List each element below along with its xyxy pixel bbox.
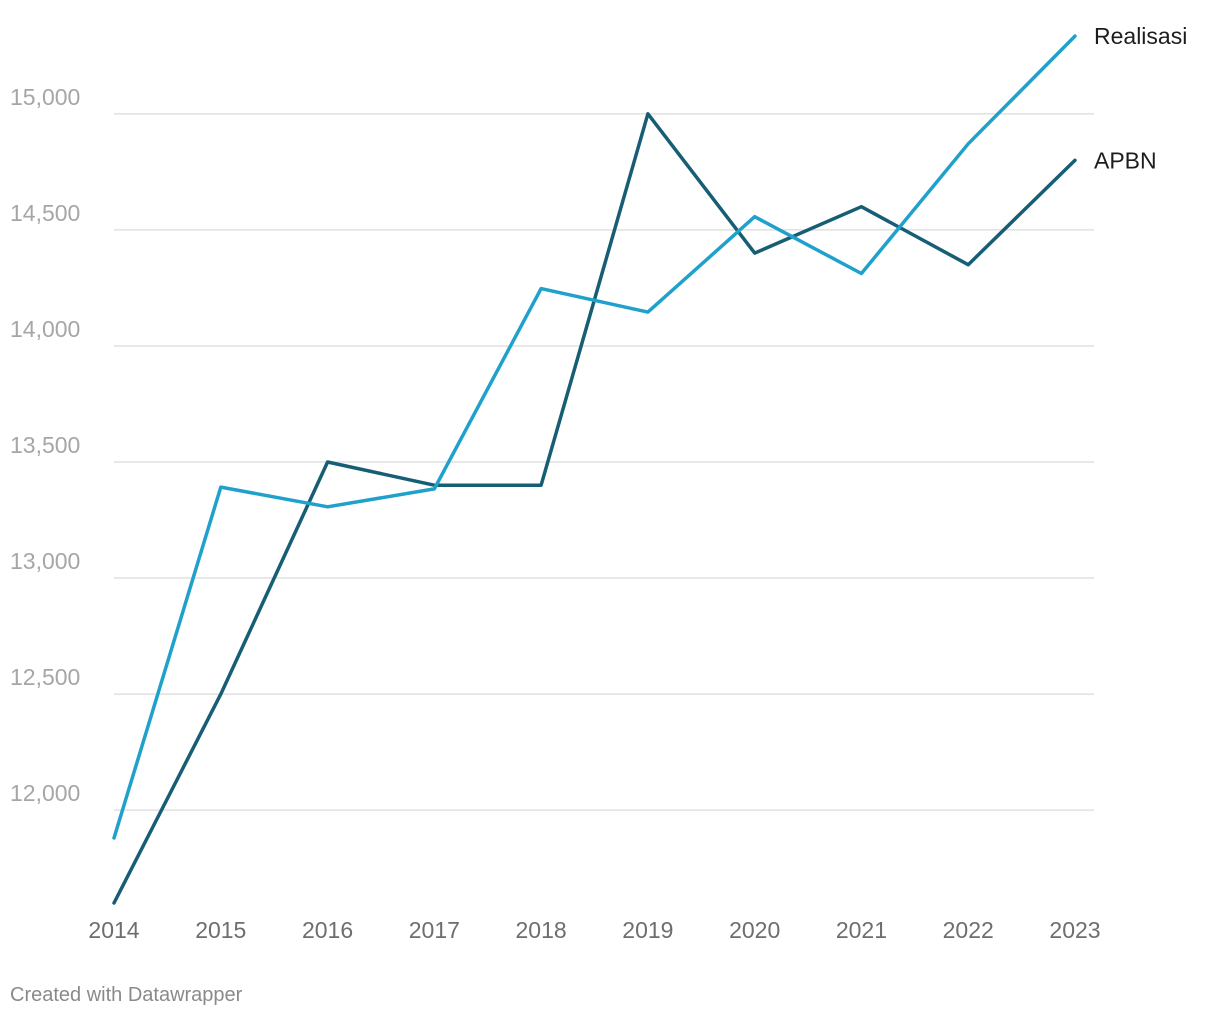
y-tick-label: 15,000	[10, 84, 80, 110]
series-layer	[112, 34, 1077, 905]
y-tick-label: 13,000	[10, 548, 80, 574]
y-tick-label: 13,500	[10, 432, 80, 458]
x-tick-label: 2017	[409, 917, 460, 943]
series-label-apbn: APBN	[1094, 147, 1157, 173]
x-tick-label: 2018	[516, 917, 567, 943]
datawrapper-credit[interactable]: Created with Datawrapper	[10, 984, 243, 1006]
x-tick-label: 2014	[88, 917, 139, 943]
x-tick-label: 2021	[836, 917, 887, 943]
x-tick-label: 2023	[1049, 917, 1100, 943]
y-axis: 12,000 12,500 13,000 13,500 14,000 14,500 15,0…	[10, 84, 80, 806]
grid-layer	[114, 113, 1094, 811]
series-line-realisasi	[112, 34, 1077, 840]
x-tick-label: 2016	[302, 917, 353, 943]
y-tick-label: 14,500	[10, 200, 80, 226]
x-tick-label: 2015	[195, 917, 246, 943]
x-tick-label: 2019	[622, 917, 673, 943]
x-axis: 2014 2015 2016 2017 2018 2019 2020 2021 2022 2023	[88, 917, 1100, 943]
series-labels: APBN Realisasi	[1094, 23, 1187, 173]
y-tick-label: 14,000	[10, 316, 80, 342]
x-tick-label: 2020	[729, 917, 780, 943]
y-tick-label: 12,000	[10, 780, 80, 806]
series-label-realisasi: Realisasi	[1094, 23, 1187, 49]
y-tick-label: 12,500	[10, 664, 80, 690]
series-line-apbn	[112, 112, 1077, 905]
x-tick-label: 2022	[943, 917, 994, 943]
